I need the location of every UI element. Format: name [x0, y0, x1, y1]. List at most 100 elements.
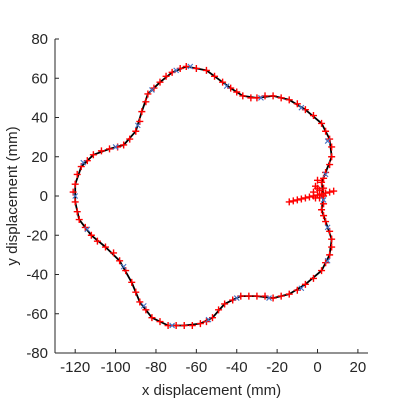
x-marker — [134, 122, 141, 129]
plus-marker — [326, 188, 334, 196]
plus-marker — [182, 62, 190, 70]
plus-marker — [221, 300, 229, 308]
plus-marker — [320, 212, 328, 220]
plus-marker — [277, 94, 285, 102]
plus-marker — [285, 290, 293, 298]
plus-marker — [211, 72, 219, 80]
y-tick-label: 80 — [31, 31, 48, 48]
plus-marker — [318, 190, 326, 198]
plus-marker — [156, 78, 164, 86]
plus-marker — [320, 184, 328, 192]
plus-marker — [101, 243, 109, 251]
x-axis-label: x displacement (mm) — [142, 382, 281, 399]
y-tick-label: -80 — [26, 345, 48, 362]
plus-marker — [73, 170, 81, 178]
plus-marker — [97, 147, 105, 155]
x-tick-label: -120 — [60, 359, 90, 376]
plus-marker — [305, 193, 313, 201]
x-marker — [84, 226, 91, 233]
plus-marker — [196, 320, 204, 328]
plus-marker — [328, 243, 336, 251]
x-marker — [324, 138, 331, 144]
x-marker — [322, 171, 329, 178]
plus-marker — [314, 176, 322, 184]
x-marker — [324, 224, 331, 231]
plus-marker — [301, 194, 309, 202]
plus-marker — [106, 145, 114, 153]
x-marker — [149, 87, 155, 93]
plus-marker — [148, 314, 156, 322]
plus-marker — [285, 96, 293, 104]
plus-marker — [73, 208, 81, 216]
plus-marker — [318, 119, 326, 127]
plus-marker — [309, 188, 317, 196]
plus-marker — [120, 141, 128, 149]
x-marker — [233, 295, 240, 301]
plus-marker — [202, 66, 210, 74]
plus-marker — [128, 278, 136, 286]
plus-marker — [285, 198, 293, 206]
plus-marker — [75, 216, 83, 224]
plus-marker — [71, 198, 79, 206]
x-marker — [320, 197, 327, 203]
plus-marker — [233, 88, 241, 96]
plus-marker — [219, 78, 227, 86]
x-marker — [173, 67, 180, 74]
x-marker — [112, 144, 119, 150]
x-tick-label: -100 — [101, 359, 131, 376]
x-marker — [169, 322, 176, 329]
plus-marker — [316, 186, 324, 194]
plus-marker — [309, 274, 317, 282]
plus-marker — [328, 235, 336, 243]
plot-content — [69, 62, 338, 330]
plus-marker — [87, 231, 95, 239]
x-tick-label: 20 — [350, 359, 367, 376]
x-tick-label: -20 — [266, 359, 288, 376]
plus-marker — [277, 292, 285, 300]
plus-marker — [289, 197, 297, 205]
plus-marker — [326, 251, 334, 259]
y-tick-label: 20 — [31, 149, 48, 166]
tick-labels: -120 -100 -80 -60 -40 -20 0 20 -80 -60 -40 -20 0 20 40… — [26, 31, 366, 376]
plus-marker — [192, 64, 200, 72]
plus-marker — [269, 92, 277, 100]
y-tick-label: 0 — [40, 188, 48, 205]
plus-marker — [293, 196, 301, 204]
plus-marker — [311, 182, 319, 190]
plus-marker — [318, 178, 326, 186]
plus-marker — [322, 218, 330, 226]
plus-marker — [93, 237, 101, 245]
plot-axes — [54, 38, 368, 354]
plus-marker — [180, 322, 188, 330]
x-marker — [72, 193, 79, 199]
x-marker — [266, 295, 272, 301]
plus-marker — [136, 298, 144, 306]
plus-marker — [71, 180, 79, 188]
plus-marker — [110, 249, 118, 257]
x-marker — [298, 285, 305, 292]
plus-marker — [297, 195, 305, 203]
plus-marker — [138, 108, 146, 116]
trajectory-line — [74, 65, 333, 327]
plus-marker — [328, 153, 336, 161]
x-marker — [298, 104, 305, 111]
x-marker — [258, 94, 264, 101]
x-tick-label: -40 — [226, 359, 248, 376]
plus-marker — [253, 94, 261, 102]
plus-marker — [89, 151, 97, 159]
plus-marker — [269, 294, 277, 302]
plus-marker — [239, 92, 247, 100]
x-marker — [187, 63, 194, 70]
plus-marker — [116, 257, 124, 265]
plus-marker — [318, 206, 326, 214]
plus-marker — [162, 72, 170, 80]
x-marker — [223, 83, 230, 89]
plus-marker — [164, 322, 172, 330]
plus-marker — [322, 189, 330, 197]
plus-marker — [144, 90, 152, 98]
plus-marker — [142, 98, 150, 106]
plus-marker — [320, 200, 328, 208]
y-tick-label: -40 — [26, 267, 48, 284]
red-plus-markers — [69, 62, 338, 330]
